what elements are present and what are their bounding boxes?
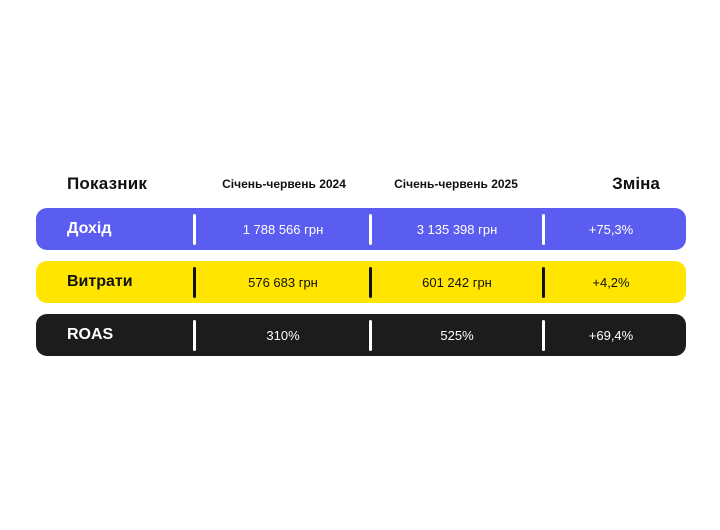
- header-period-2025: Січень-червень 2025: [394, 177, 518, 191]
- row-change: +75,3%: [588, 221, 634, 237]
- row-value-2024: 576 683 грн: [248, 274, 318, 290]
- row-metric: Дохід: [67, 220, 112, 237]
- row-metric: Витрати: [67, 273, 133, 290]
- table-row-expenses: Витрати 576 683 грн 601 242 грн +4,2%: [36, 261, 686, 303]
- column-divider: [193, 214, 196, 245]
- row-value-2024: 1 788 566 грн: [242, 221, 324, 237]
- header-change: Зміна: [612, 174, 660, 193]
- column-divider: [369, 267, 372, 298]
- comparison-table: Показник Січень-червень 2024 Січень-черв…: [36, 168, 686, 356]
- table-row-roas: ROAS 310% 525% +69,4%: [36, 314, 686, 356]
- header-period-2024: Січень-червень 2024: [222, 177, 346, 191]
- row-value-2025: 601 242 грн: [422, 274, 492, 290]
- column-divider: [542, 267, 545, 298]
- row-value-2025: 525%: [440, 327, 474, 343]
- column-divider: [542, 320, 545, 351]
- row-change: +4,2%: [592, 274, 630, 290]
- column-divider: [369, 214, 372, 245]
- row-change: +69,4%: [588, 327, 634, 343]
- column-divider: [542, 214, 545, 245]
- column-divider: [193, 267, 196, 298]
- column-divider: [369, 320, 372, 351]
- row-value-2025: 3 135 398 грн: [416, 221, 498, 237]
- table-header: Показник Січень-червень 2024 Січень-черв…: [36, 168, 686, 200]
- row-value-2024: 310%: [266, 327, 300, 343]
- table-row-revenue: Дохід 1 788 566 грн 3 135 398 грн +75,3%: [36, 208, 686, 250]
- column-divider: [193, 320, 196, 351]
- row-metric: ROAS: [67, 326, 114, 343]
- header-metric: Показник: [67, 174, 148, 193]
